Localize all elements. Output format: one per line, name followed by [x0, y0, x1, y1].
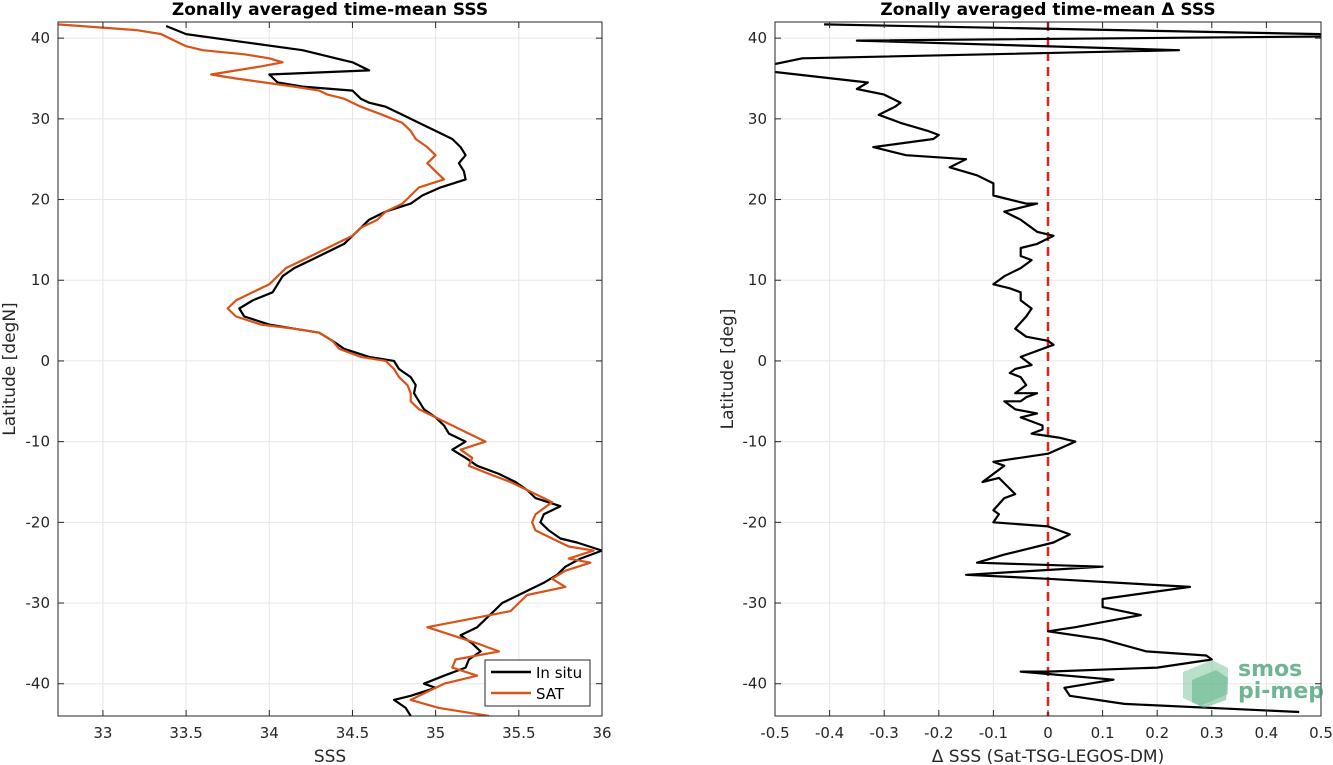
left-xtick-label: 36 [592, 724, 611, 742]
logo-text-smos: smos [1238, 657, 1302, 682]
legend-box [484, 659, 591, 707]
left-ytick-label: -30 [26, 594, 51, 612]
right-xtick-label: 0.3 [1200, 724, 1224, 742]
left-xtick-label: 33.5 [169, 724, 202, 742]
left-panel: 33 33.5 34 34.5 35 35.5 36 -40 -30 -20 -10 0 10 20 30 4… [0, 0, 612, 765]
left-gridlines [58, 22, 603, 716]
left-xtick-label: 33 [93, 724, 112, 742]
smos-pi-mep-logo: smos pi-mep [1183, 657, 1324, 708]
left-plot-area [58, 22, 602, 716]
right-title: Zonally averaged time-mean Δ SSS [880, 0, 1215, 20]
right-ytick-label: 20 [748, 191, 767, 209]
left-ytick-label: 40 [31, 29, 50, 47]
logo-shape-front [1192, 670, 1228, 708]
left-ytick-label: 0 [40, 352, 50, 370]
left-ytick-label: 10 [31, 271, 50, 289]
left-ytick-label: -10 [26, 433, 51, 451]
right-xtick-label: -0.1 [979, 724, 1008, 742]
series-line-sat [58, 23, 595, 716]
right-ytick-label: 10 [748, 271, 767, 289]
right-ytick-label: 0 [757, 352, 767, 370]
right-ytick-label: 40 [748, 29, 767, 47]
series-line-in-situ [165, 24, 602, 716]
left-ytick-label: 30 [31, 110, 50, 128]
right-xtick-label: -0.3 [870, 724, 899, 742]
right-xtick-label: -0.2 [924, 724, 953, 742]
right-xtick-label: 0.4 [1254, 724, 1278, 742]
right-xtick-label: 0.5 [1309, 724, 1333, 742]
legend-label-insitu: In situ [536, 664, 582, 682]
right-ylabel: Latitude [deg] [718, 309, 738, 430]
left-ytick-label: -20 [26, 513, 51, 531]
right-xtick-label: 0.2 [1145, 724, 1169, 742]
left-xlabel: SSS [314, 747, 346, 765]
right-ytick-label: -30 [743, 594, 768, 612]
right-ytick-label: -20 [743, 513, 768, 531]
series-line-delta-sss [775, 23, 1321, 714]
left-series-group [58, 23, 602, 716]
right-ytick-label: 30 [748, 110, 767, 128]
left-tick-labels: 33 33.5 34 34.5 35 35.5 36 -40 -30 -20 -10 0 10 20 30 4… [26, 22, 612, 742]
right-xtick-label: 0.1 [1091, 724, 1115, 742]
left-ytick-label: -40 [26, 675, 51, 693]
right-ytick-label: -40 [743, 675, 768, 693]
left-title: Zonally averaged time-mean SSS [172, 0, 488, 20]
right-ytick-label: -10 [743, 433, 768, 451]
right-panel: -0.5 -0.4 -0.3 -0.2 -0.1 0 0.1 0.2 0.3 0.4 0.5 -40 -… [718, 0, 1333, 765]
left-xtick-label: 34.5 [336, 724, 369, 742]
right-xlabel: Δ SSS (Sat-TSG-LEGOS-DM) [932, 747, 1164, 765]
left-xtick-label: 35 [426, 724, 445, 742]
legend-label-sat: SAT [536, 685, 565, 703]
right-xtick-label: 0 [1043, 724, 1053, 742]
logo-text-pimep: pi-mep [1238, 679, 1324, 704]
left-xtick-label: 35.5 [502, 724, 535, 742]
left-ylabel: Latitude [degN] [0, 302, 20, 435]
left-ytick-label: 20 [31, 191, 50, 209]
right-xtick-label: -0.5 [760, 724, 789, 742]
legend: In situ SAT [484, 659, 591, 707]
right-tick-labels: -0.5 -0.4 -0.3 -0.2 -0.1 0 0.1 0.2 0.3 0.4 0.5 -40 -… [743, 22, 1333, 742]
right-xtick-label: -0.4 [815, 724, 844, 742]
left-xtick-label: 34 [260, 724, 279, 742]
left-axes-box [57, 21, 603, 717]
right-series-group [775, 23, 1321, 714]
